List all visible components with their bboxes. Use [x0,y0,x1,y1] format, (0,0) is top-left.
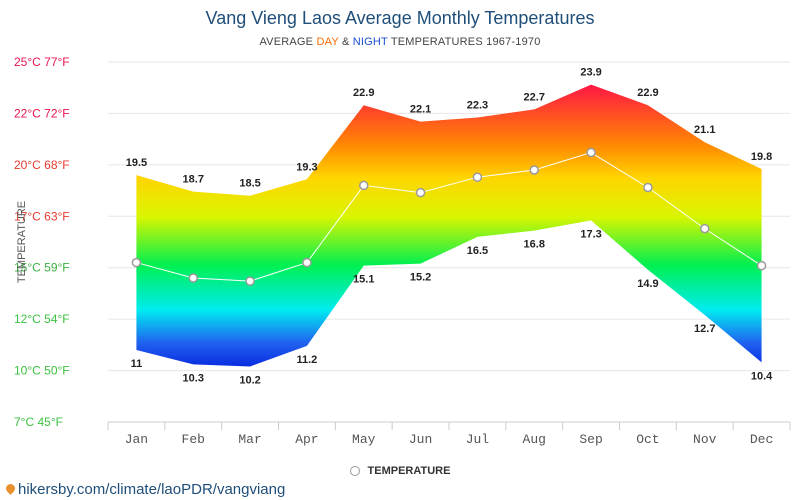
subtitle-suffix: TEMPERATURES 1967-1970 [387,36,541,48]
night-value-label: 11.2 [297,354,318,366]
x-tick-label: Nov [693,432,717,447]
temperature-point [586,147,596,158]
night-value-label: 16.8 [524,239,545,251]
subtitle-day: DAY [316,36,339,48]
x-tick-label: Jul [466,432,490,447]
legend-label: TEMPERATURE [367,465,451,477]
day-value-label: 19.5 [126,157,147,169]
x-tick-label: Aug [523,432,546,447]
night-value-label: 12.7 [694,323,715,335]
y-tick-label: 12°C 54°F [14,312,70,326]
location-pin-icon [4,482,17,495]
night-value-labels: 11 10.3 10.2 11.2 15.1 15.2 16.5 16.8 17.3 14.9 12… [131,228,774,386]
day-value-label: 19.3 [296,161,317,173]
legend-marker-icon [349,466,360,477]
night-value-label: 10.4 [751,370,773,382]
night-value-label: 16.5 [467,245,488,257]
temperature-points [131,147,767,286]
day-value-labels: 19.5 18.7 18.5 19.3 22.9 22.1 22.3 22.7 23.9 22.9… [126,67,773,190]
temperature-point [359,180,369,191]
day-value-label: 18.5 [239,178,260,190]
night-value-label: 17.3 [580,228,601,240]
day-value-label: 22.3 [467,100,488,112]
y-tick-label: 15°C 59°F [14,261,70,275]
day-value-label: 21.1 [694,124,715,136]
temperature-point [188,273,198,283]
x-tick-label: Apr [295,432,318,447]
y-tick-label: 25°C 77°F [14,55,70,69]
subtitle-night: NIGHT [352,36,388,48]
x-tick-label: Oct [636,432,659,447]
y-tick-label: 7°C 45°F [14,415,63,429]
subtitle-amp: & [338,36,353,48]
temperature-point [529,165,539,175]
x-tick-label: Jan [125,432,148,447]
x-tick-label: Mar [238,432,261,447]
temperature-point [472,172,483,182]
temperature-point [643,182,653,193]
night-value-label: 15.2 [410,272,431,284]
temperature-line [136,151,762,282]
y-tick-label: 22°C 72°F [14,106,70,120]
x-axis: Jan Feb Mar Apr May Jun Jul Aug Sep Oct Nov Dec [107,421,791,447]
day-value-label: 18.7 [183,174,204,186]
temperature-point [756,260,767,271]
temperature-point [700,223,710,234]
chart-subtitle: AVERAGE DAY & NIGHT TEMPERATURES 1967-19… [0,36,800,48]
night-value-label: 11 [131,358,143,370]
x-tick-label: Feb [182,432,205,447]
y-tick-label: 20°C 68°F [14,158,70,172]
night-value-label: 15.1 [353,274,374,286]
day-value-label: 22.9 [353,87,374,99]
temperature-point [302,257,312,268]
night-value-label: 10.2 [239,374,260,386]
x-tick-label: Dec [750,432,773,447]
day-value-label: 19.8 [751,151,772,163]
day-value-label: 23.9 [580,67,601,79]
night-value-label: 10.3 [183,372,204,384]
subtitle-prefix: AVERAGE [259,36,317,48]
x-tick-label: Jun [409,432,432,447]
x-tick-label: Sep [579,432,602,447]
temperature-chart: 25°C 77°F 22°C 72°F 20°C 68°F 17°C 63°F 15°C… [14,55,791,447]
chart-title: Vang Vieng Laos Average Monthly Temperat… [205,8,595,28]
temperature-point [415,187,426,198]
y-tick-label: 10°C 50°F [14,364,70,378]
night-value-label: 14.9 [637,278,658,290]
day-value-label: 22.1 [410,104,431,116]
y-axis: 25°C 77°F 22°C 72°F 20°C 68°F 17°C 63°F 15°C… [14,55,70,429]
day-value-label: 22.7 [524,91,545,103]
temperature-point [245,276,255,286]
x-tick-label: May [352,432,376,447]
legend[interactable]: TEMPERATURE [0,465,800,477]
day-night-band [136,84,762,367]
y-tick-label: 17°C 63°F [14,209,70,223]
y-axis-label: TEMPERATURE [16,201,28,283]
day-value-label: 22.9 [637,87,658,99]
temperature-point [131,257,142,268]
source-link[interactable]: hikersby.com/climate/laoPDR/vangviang [4,481,286,498]
source-text: hikersby.com/climate/laoPDR/vangviang [18,481,286,498]
